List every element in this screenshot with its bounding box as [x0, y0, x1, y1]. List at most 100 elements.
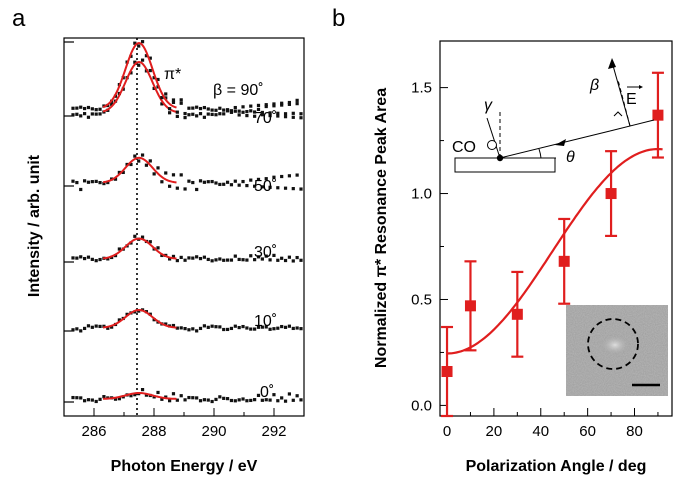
spectrum-point: [233, 179, 237, 183]
spectrum-point: [137, 63, 141, 67]
spectrum-point: [179, 98, 183, 102]
spectrum-point: [191, 396, 195, 400]
spectrum-point: [264, 325, 268, 329]
spectrum-point: [117, 397, 121, 401]
geometry-diagram: CO γ θ β E: [452, 58, 655, 173]
spectrum-point: [256, 177, 261, 181]
spectrum-point: [280, 324, 284, 329]
spectrum-point: [268, 113, 272, 118]
spectrum-point: [276, 186, 280, 190]
spectrum-point: [168, 107, 172, 111]
e-arrow: [608, 58, 616, 69]
panel-a-x-axis-title: Photon Energy / eV: [111, 458, 258, 475]
panel-b-x-tick-label: 60: [579, 423, 596, 440]
spectrum-point: [218, 395, 222, 399]
spectrum-point: [272, 175, 276, 179]
panel-b: 0 20 40 60 80 0.0 0.5 1.0 1.5 Polarization Angl…: [373, 40, 673, 475]
spectrum-point: [202, 324, 206, 328]
spectrum-point: [183, 187, 187, 191]
spectrum-point: [191, 327, 195, 331]
spectrum-point: [160, 253, 164, 258]
spectrum-point: [202, 105, 206, 110]
spectrum-point: [82, 326, 87, 331]
spectrum-point: [179, 101, 183, 105]
spectrum-point: [191, 106, 195, 110]
spectrum-point: [241, 324, 245, 329]
spectrum-point: [140, 235, 145, 239]
spectrum-point: [260, 110, 264, 115]
data-point: [605, 150, 618, 238]
spectrum-point: [164, 96, 168, 100]
spectrum-point: [140, 58, 145, 62]
spectrum-point: [233, 109, 237, 113]
panel-b-points: [441, 71, 664, 418]
spectrum-angle-label: 70˚: [254, 110, 277, 127]
spectrum-point: [156, 246, 160, 250]
spectrum-series: 0˚: [71, 384, 303, 404]
spectrum-point: [175, 110, 179, 114]
spectrum-point: [295, 326, 299, 330]
spectrum-point: [241, 179, 245, 184]
spectrum-point: [260, 113, 264, 117]
marker: [511, 308, 523, 320]
spectrum-point: [195, 329, 199, 333]
spectrum-point: [90, 325, 94, 329]
spectrum-point: [237, 257, 241, 262]
spectrum-point: [171, 254, 176, 259]
spectrum-point: [198, 112, 203, 116]
spectrum-point: [218, 257, 222, 261]
spectrum-point: [75, 396, 79, 400]
spectrum-point: [249, 254, 253, 258]
spectrum-point: [113, 177, 118, 181]
spectrum-point: [94, 399, 98, 404]
spectrum-point: [280, 103, 284, 107]
spectrum-point: [249, 178, 253, 182]
spectrum-point: [187, 179, 191, 183]
spectrum-point: [299, 112, 303, 116]
spectrum-point: [299, 398, 303, 402]
spectrum-point: [283, 112, 288, 116]
spectrum-point: [117, 318, 121, 322]
spectrum-point: [264, 398, 268, 402]
panel-b-y-tick-label: 1.5: [411, 80, 432, 97]
spectrum-point: [283, 115, 288, 119]
panel-b-x-axis-title: Polarization Angle / deg: [466, 458, 647, 475]
spectrum-point: [222, 327, 226, 332]
spectrum-point: [195, 396, 199, 400]
spectrum-point: [214, 181, 218, 185]
spectrum-point: [106, 257, 110, 261]
spectrum-point: [225, 180, 230, 184]
spectrum-series: 30˚: [71, 234, 303, 263]
spectrum-point: [237, 398, 241, 402]
spectrum-point: [82, 112, 87, 116]
spectrum-point: [202, 180, 206, 184]
spectrum-point: [75, 106, 79, 110]
spectrum-point: [253, 184, 257, 188]
spectrum-point: [90, 180, 94, 184]
spectrum-point: [253, 398, 257, 402]
spectrum-point: [287, 102, 292, 106]
panel-a-x-tick-label: 286: [81, 423, 106, 440]
spectrum-point: [218, 325, 222, 329]
spectrum-point: [253, 258, 257, 262]
panel-b-x-tick-label: 40: [532, 423, 549, 440]
spectrum-point: [225, 258, 230, 262]
spectrum-point: [245, 258, 249, 262]
spectrum-point: [218, 106, 222, 110]
peak-label: π*: [164, 66, 181, 83]
spectrum-point: [98, 397, 102, 401]
spectrum-point: [137, 44, 141, 48]
spectrum-point: [168, 184, 172, 188]
spectrum-point: [256, 103, 261, 107]
spectrum-point: [260, 398, 264, 402]
spectrum-point: [233, 399, 237, 403]
spectrum-point: [183, 258, 187, 262]
panel-a-x-tick-label: 288: [141, 423, 166, 440]
theta-label: θ: [566, 149, 575, 166]
spectrum-point: [280, 256, 284, 260]
spectrum-point: [133, 154, 137, 158]
spectrum-point: [202, 255, 206, 259]
spectrum-point: [195, 105, 199, 109]
spectrum-point: [283, 258, 288, 263]
